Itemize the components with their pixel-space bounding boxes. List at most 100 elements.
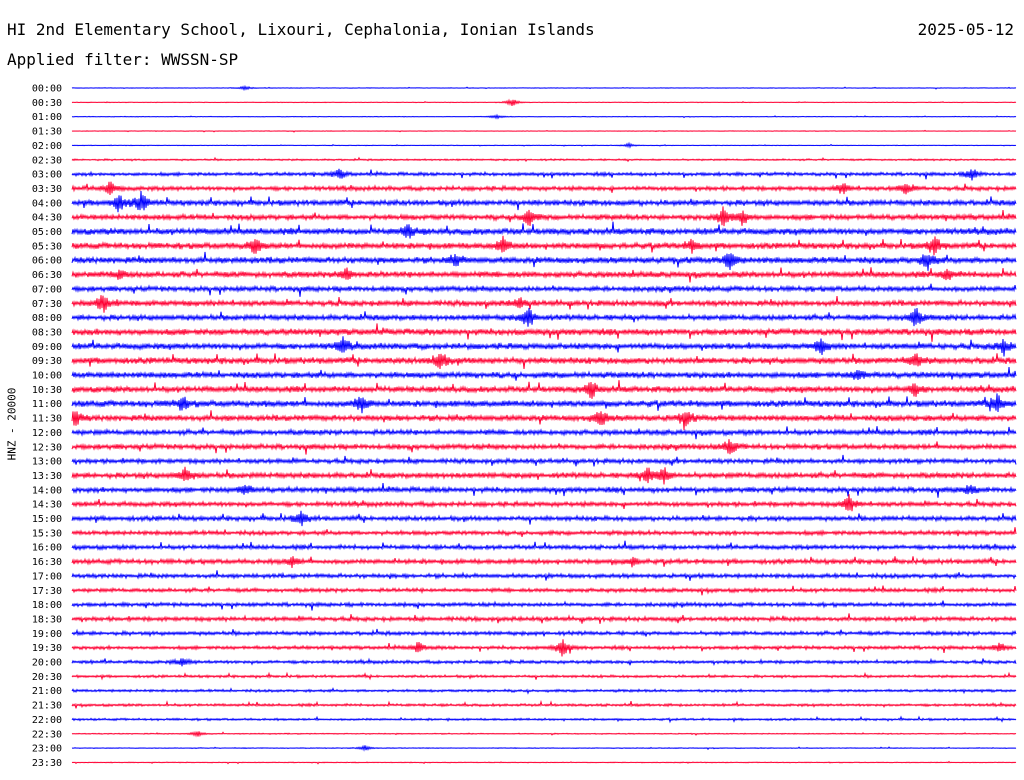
seismic-trace-row [71, 367, 1017, 381]
row-time-label: 09:30 [32, 356, 62, 367]
row-time-label: 09:00 [32, 342, 62, 353]
seismic-trace-row [71, 482, 1017, 498]
row-time-label: 18:30 [32, 614, 62, 625]
row-time-label: 15:00 [32, 514, 62, 525]
row-time-label: 19:30 [32, 643, 62, 654]
seismic-trace-row [71, 510, 1017, 527]
date-label: 2025-05-12 [917, 20, 1014, 39]
row-time-label: 16:00 [32, 543, 62, 554]
seismic-trace-row [71, 494, 1017, 512]
seismic-trace-row [71, 556, 1017, 568]
seismic-trace-row [71, 699, 1017, 709]
station-title: HI 2nd Elementary School, Lixouri, Cepha… [7, 20, 595, 39]
row-time-label: 07:00 [32, 284, 62, 295]
row-time-label: 06:00 [32, 256, 62, 267]
row-time-label: 02:30 [32, 155, 62, 166]
row-time-label: 14:00 [32, 485, 62, 496]
seismic-trace-row [71, 98, 1017, 107]
seismic-trace-row [71, 628, 1017, 638]
row-time-label: 23:00 [32, 744, 62, 755]
row-time-label: 01:30 [32, 127, 62, 138]
row-time-label: 13:00 [32, 457, 62, 468]
row-time-label: 14:30 [32, 500, 62, 511]
seismic-trace-row [71, 454, 1017, 467]
seismic-trace-row [71, 639, 1017, 657]
row-time-label: 03:00 [32, 170, 62, 181]
row-time-label: 22:00 [32, 715, 62, 726]
seismic-trace-row [71, 295, 1017, 313]
seismic-trace-row [71, 730, 1017, 738]
row-time-label: 15:30 [32, 528, 62, 539]
row-time-label: 16:30 [32, 557, 62, 568]
row-time-label: 19:00 [32, 629, 62, 640]
seismic-trace-row [71, 687, 1017, 695]
seismic-trace-row [71, 235, 1017, 256]
row-time-label: 10:00 [32, 371, 62, 382]
row-time-label: 23:30 [32, 758, 62, 769]
row-time-label: 06:30 [32, 270, 62, 281]
seismic-trace-row [71, 671, 1017, 681]
seismic-trace-row [71, 307, 1017, 327]
seismic-trace-row [71, 84, 1017, 92]
row-time-label: 17:00 [32, 571, 62, 582]
seismic-trace-row [71, 540, 1017, 552]
seismic-trace-row [71, 657, 1017, 667]
row-time-label: 10:30 [32, 385, 62, 396]
row-time-label: 03:30 [32, 184, 62, 195]
seismic-trace-row [71, 267, 1017, 283]
seismic-trace-row [71, 190, 1017, 213]
seismic-trace-row [71, 466, 1017, 485]
row-time-label: 12:00 [32, 428, 62, 439]
seismic-trace-row [71, 760, 1017, 765]
row-time-label: 05:00 [32, 227, 62, 238]
row-time-label: 00:00 [32, 84, 62, 95]
seismic-trace-row [71, 570, 1017, 581]
seismic-trace-row [71, 613, 1017, 624]
row-time-label: 20:30 [32, 672, 62, 683]
row-time-label: 21:00 [32, 686, 62, 697]
row-time-label: 11:00 [32, 399, 62, 410]
seismic-trace-row [71, 181, 1017, 196]
seismic-trace-row [71, 527, 1017, 538]
row-time-label: 01:00 [32, 112, 62, 123]
seismic-trace-row [71, 410, 1017, 431]
seismic-trace-row [71, 336, 1017, 357]
seismic-trace-row [71, 744, 1017, 752]
seismic-trace-row [71, 715, 1017, 724]
seismic-trace-row [71, 323, 1017, 342]
seismic-trace-row [71, 156, 1017, 163]
seismic-trace-row [71, 353, 1017, 370]
seismic-trace-row [71, 168, 1017, 181]
row-time-label: 00:30 [32, 98, 62, 109]
row-time-label: 22:30 [32, 729, 62, 740]
row-time-label: 05:30 [32, 241, 62, 252]
row-time-label: 17:30 [32, 586, 62, 597]
row-time-label: 08:30 [32, 327, 62, 338]
seismic-trace-row [71, 141, 1017, 149]
seismic-trace-row [71, 380, 1017, 399]
seismic-trace-row [71, 439, 1017, 455]
seismic-trace-row [71, 426, 1017, 440]
row-time-label: 04:00 [32, 198, 62, 209]
seismic-trace-row [71, 251, 1017, 271]
seismic-trace-row [71, 113, 1017, 120]
seismic-trace-row [71, 129, 1017, 133]
row-time-label: 21:30 [32, 701, 62, 712]
seismic-trace-row [71, 221, 1017, 239]
row-time-label: 12:30 [32, 442, 62, 453]
row-time-label: 04:30 [32, 213, 62, 224]
row-time-label: 18:00 [32, 600, 62, 611]
row-time-label: 02:00 [32, 141, 62, 152]
seismic-trace-row [71, 206, 1017, 227]
row-time-label: 13:30 [32, 471, 62, 482]
row-time-label: 20:00 [32, 658, 62, 669]
seismic-trace-row [71, 585, 1017, 596]
filter-label: Applied filter: WWSSN-SP [7, 50, 239, 69]
row-time-label: 08:00 [32, 313, 62, 324]
row-time-label: 11:30 [32, 414, 62, 425]
seismic-trace-row [71, 600, 1017, 611]
seismic-trace-row [71, 393, 1017, 414]
row-time-label: 07:30 [32, 299, 62, 310]
seismic-trace-row [71, 283, 1017, 297]
